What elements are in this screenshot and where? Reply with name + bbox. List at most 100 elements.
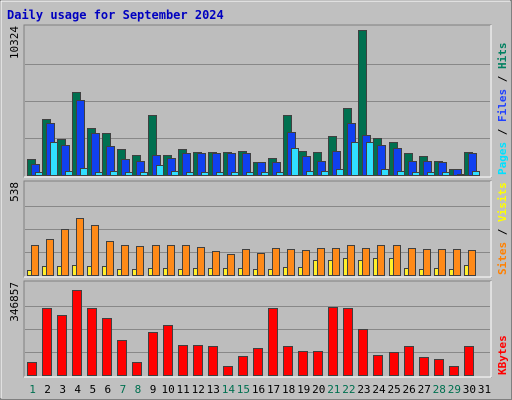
bar-pages-day-18 <box>291 148 299 176</box>
x-tick-label: 31 <box>478 383 491 396</box>
bar-pages-day-25 <box>397 171 405 176</box>
bar-pages-day-2 <box>50 142 58 176</box>
bar-pages-day-9 <box>156 165 164 176</box>
bar-kbytes-day-10 <box>163 325 173 376</box>
bar-sites-day-17 <box>272 248 280 276</box>
bar-sites-day-9 <box>152 245 160 276</box>
legend-visits-sites: Sites / Visits <box>496 182 509 275</box>
x-tick-label: 26 <box>403 383 416 396</box>
bar-sites-day-24 <box>377 245 385 276</box>
x-tick-label: 21 <box>327 383 340 396</box>
bar-kbytes-day-23 <box>358 329 368 376</box>
bar-sites-day-19 <box>302 250 310 276</box>
x-tick-label: 14 <box>222 383 236 396</box>
x-tick-label: 15 <box>237 383 250 396</box>
bar-pages-day-27 <box>427 172 435 176</box>
legend-entry: Files <box>496 89 509 122</box>
bar-pages-day-13 <box>216 172 224 176</box>
bar-sites-day-4 <box>76 218 84 276</box>
x-tick-label: 20 <box>312 383 325 396</box>
bar-pages-day-30 <box>472 171 480 176</box>
bar-pages-day-26 <box>412 172 420 176</box>
bar-pages-day-17 <box>276 172 284 176</box>
x-tick-label: 19 <box>297 383 310 396</box>
bar-kbytes-day-1 <box>27 362 37 376</box>
bar-sites-day-11 <box>182 245 190 276</box>
bar-kbytes-day-7 <box>117 340 127 376</box>
x-axis: 1 2 3 4 5 6 7 8 9 10 11 12 13 14 15 16 17 18 19 20 21 22 23 24 2… <box>29 383 491 396</box>
x-tick-label: 16 <box>252 383 265 396</box>
legend-entry: Sites <box>496 242 509 275</box>
bar-pages-day-23 <box>366 142 374 176</box>
bar-pages-day-19 <box>306 171 314 176</box>
x-tick-label: 25 <box>387 383 400 396</box>
bar-sites-day-14 <box>227 254 235 276</box>
bar-pages-day-22 <box>351 142 359 176</box>
bar-sites-day-5 <box>91 225 99 276</box>
bar-kbytes-day-24 <box>373 355 383 376</box>
chart-panels: 10324 Pages / Files / Hits 538 Sites / Visi… <box>8 24 509 378</box>
bar-kbytes-day-29 <box>449 366 459 376</box>
bar-sites-day-15 <box>242 249 250 276</box>
bar-sites-day-18 <box>287 249 295 276</box>
bar-sites-day-26 <box>408 248 416 276</box>
bar-sites-day-28 <box>438 249 446 276</box>
bar-kbytes-day-4 <box>72 290 82 376</box>
bar-kbytes-day-19 <box>298 351 308 376</box>
bar-pages-day-5 <box>95 172 103 176</box>
bar-kbytes-day-15 <box>238 356 248 376</box>
bar-pages-day-16 <box>261 172 269 176</box>
bar-kbytes-day-8 <box>132 362 142 376</box>
bar-pages-day-3 <box>65 171 73 176</box>
bar-kbytes-day-5 <box>87 308 97 376</box>
bar-kbytes-day-30 <box>464 346 474 376</box>
bar-files-day-5 <box>91 133 100 176</box>
bar-sites-day-3 <box>61 229 69 276</box>
bar-sites-day-20 <box>317 248 325 276</box>
bar-sites-day-1 <box>31 245 39 276</box>
x-tick-label: 3 <box>59 383 66 396</box>
y-max-label: 538 <box>8 182 21 202</box>
legend-kbytes: KBytes <box>496 335 509 375</box>
bar-kbytes-day-27 <box>419 357 429 376</box>
legend-entry: / <box>496 222 509 242</box>
bar-kbytes-day-18 <box>283 346 293 376</box>
x-tick-label: 13 <box>207 383 220 396</box>
panel-hits-files-pages: 10324 Pages / Files / Hits <box>8 24 509 178</box>
bar-sites-day-21 <box>332 248 340 276</box>
bar-kbytes-day-16 <box>253 348 263 376</box>
x-tick-label: 10 <box>161 383 174 396</box>
bar-sites-day-25 <box>393 245 401 276</box>
bar-sites-day-2 <box>46 239 54 276</box>
bar-kbytes-day-9 <box>148 332 158 376</box>
x-tick-label: 23 <box>357 383 370 396</box>
bar-pages-day-29 <box>457 174 465 176</box>
x-tick-label: 6 <box>105 383 112 396</box>
x-tick-label: 9 <box>150 383 157 396</box>
bar-kbytes-day-17 <box>268 308 278 376</box>
bar-pages-day-8 <box>140 172 148 176</box>
bar-sites-day-10 <box>167 245 175 276</box>
bar-files-day-4 <box>76 100 85 176</box>
x-tick-label: 24 <box>372 383 386 396</box>
x-tick-label: 30 <box>463 383 476 396</box>
x-tick-label: 29 <box>448 383 461 396</box>
x-tick-label: 1 <box>29 383 36 396</box>
bar-sites-day-29 <box>453 249 461 276</box>
legend-entry: Visits <box>496 182 509 222</box>
panel-visits-sites: 538 Sites / Visits <box>8 180 509 278</box>
bar-kbytes-day-28 <box>434 359 444 376</box>
bar-pages-day-6 <box>110 171 118 176</box>
x-tick-label: 8 <box>135 383 142 396</box>
bar-kbytes-day-11 <box>178 345 188 376</box>
bar-kbytes-day-12 <box>193 345 203 376</box>
bar-sites-day-7 <box>121 245 129 276</box>
bar-sites-day-13 <box>212 251 220 276</box>
legend-entry: Pages <box>496 142 509 175</box>
legend-entry: / <box>496 122 509 142</box>
bar-kbytes-day-22 <box>343 308 353 376</box>
bar-pages-day-10 <box>171 171 179 176</box>
bar-kbytes-day-2 <box>42 308 52 376</box>
bar-sites-day-16 <box>257 253 265 276</box>
legend-entry: KBytes <box>496 335 509 375</box>
